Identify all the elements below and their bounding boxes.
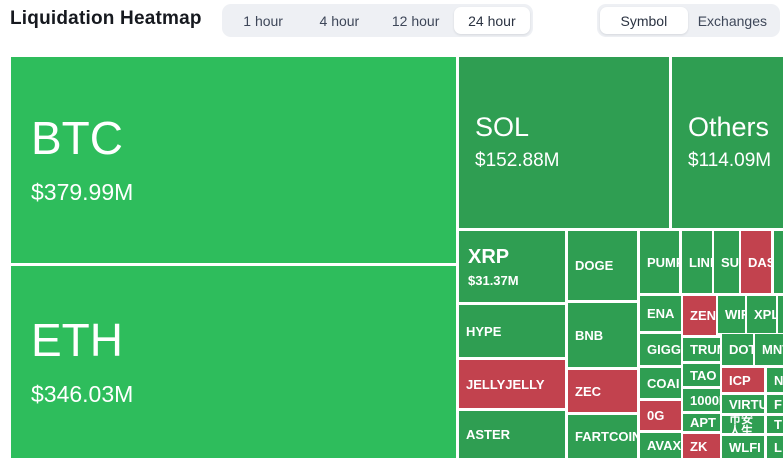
treemap-cell-icp[interactable]: ICP (722, 368, 764, 392)
cell-symbol: ASTER (466, 427, 510, 442)
cell-symbol: N (774, 373, 783, 388)
treemap-cell-virtual[interactable]: VIRTUAL (722, 395, 764, 413)
treemap-cell-others[interactable]: Others $114.09M (672, 57, 783, 228)
cell-symbol: F (774, 397, 782, 412)
cell-value: $152.88M (475, 150, 560, 172)
treemap-cell-link[interactable]: LINK (682, 231, 712, 293)
cell-symbol: ETH (31, 316, 123, 364)
cell-symbol: XPL (754, 307, 776, 322)
treemap-cell-edge-row2[interactable] (778, 296, 783, 333)
cell-symbol: AVAX (647, 438, 681, 453)
treemap-cell-mnt[interactable]: MNT (755, 334, 783, 365)
cell-symbol: ZK (690, 439, 707, 454)
cell-symbol: L (774, 440, 782, 455)
cell-symbol: GIGGLE (647, 342, 681, 357)
cell-symbol: BTC (31, 114, 123, 162)
treemap-cell-hype[interactable]: HYPE (459, 305, 565, 357)
treemap-cell-trump[interactable]: TRUMP (683, 338, 720, 361)
treemap-cell-doge[interactable]: DOGE (568, 231, 637, 300)
treemap-cell-edge-n[interactable]: N (767, 368, 783, 392)
treemap-cell-jellyjelly[interactable]: JELLYJELLY (459, 360, 565, 408)
treemap-cell-xpl[interactable]: XPL (747, 296, 776, 333)
cell-symbol: WIF (725, 307, 745, 322)
treemap-cell-edge-t[interactable]: T (767, 416, 783, 433)
cell-symbol: LINK (689, 255, 712, 270)
cell-symbol: DOT (729, 342, 753, 357)
treemap-cell-wlfi[interactable]: WLFI (722, 436, 764, 458)
treemap-cell-pump[interactable]: PUMP (640, 231, 679, 293)
treemap-cell-sui[interactable]: SUI (714, 231, 739, 293)
liquidation-heatmap-page: Liquidation Heatmap 1 hour 4 hour 12 hou… (0, 0, 783, 458)
treemap-cell-xrp[interactable]: XRP $31.37M (459, 231, 565, 302)
cell-symbol: PUMP (647, 255, 679, 270)
treemap-cell-ena[interactable]: ENA (640, 296, 681, 331)
treemap-cell-avax[interactable]: AVAX (640, 433, 681, 458)
cell-symbol: ZEN (690, 308, 716, 323)
cell-symbol: 0G (647, 408, 664, 423)
treemap-cell-edge-l[interactable]: L (767, 436, 783, 458)
treemap-cell-zec[interactable]: ZEC (568, 370, 637, 412)
cell-symbol: SOL (475, 113, 529, 143)
cell-symbol: TRUMP (690, 342, 720, 357)
cell-symbol: VIRTUAL (729, 397, 764, 412)
treemap-cell-edge-top[interactable] (774, 231, 783, 293)
treemap-cell-btc[interactable]: BTC $379.99M (11, 57, 456, 263)
treemap-cell-0g[interactable]: 0G (640, 401, 681, 430)
cell-symbol: Others (688, 113, 769, 143)
cell-value: $379.99M (31, 179, 133, 206)
cell-symbol: DASH (748, 255, 771, 270)
treemap-cell-sol[interactable]: SOL $152.88M (459, 57, 669, 228)
treemap-cell-aster[interactable]: ASTER (459, 411, 565, 458)
treemap-cell-edge-f[interactable]: F (767, 395, 783, 413)
treemap-cell-dot[interactable]: DOT (722, 334, 753, 365)
treemap-cell-eth[interactable]: ETH $346.03M (11, 266, 456, 458)
cell-value: $114.09M (688, 150, 771, 172)
treemap-cell-apt[interactable]: APT (683, 414, 720, 431)
treemap-cell-wif[interactable]: WIF (718, 296, 745, 333)
cell-symbol: ICP (729, 373, 751, 388)
treemap-cell-giggle[interactable]: GIGGLE (640, 334, 681, 365)
cell-symbol: BNB (575, 328, 603, 343)
treemap: BTC $379.99M ETH $346.03M SOL $152.88M Others $… (0, 0, 783, 458)
cell-symbol: MNT (762, 342, 783, 357)
cell-symbol: TAO (690, 368, 716, 383)
cell-symbol: XRP (468, 246, 509, 269)
cell-symbol: SUI (721, 255, 739, 270)
cell-symbol: APT (690, 415, 716, 430)
treemap-cell-fartcoin[interactable]: FARTCOIN (568, 415, 637, 458)
treemap-cell-zk[interactable]: ZK (683, 434, 720, 458)
treemap-cell-coai[interactable]: COAI (640, 368, 681, 398)
cell-symbol: HYPE (466, 324, 501, 339)
cell-symbol: WLFI (729, 440, 761, 455)
cell-symbol: 币安人生 (729, 416, 755, 433)
cell-symbol: ENA (647, 306, 674, 321)
cell-symbol: JELLYJELLY (466, 377, 545, 392)
cell-symbol: 1000PEPE (690, 393, 720, 408)
cell-value: $31.37M (468, 273, 519, 288)
treemap-cell-zen[interactable]: ZEN (683, 296, 716, 335)
cell-symbol: FARTCOIN (575, 429, 637, 444)
treemap-cell-bnb[interactable]: BNB (568, 303, 637, 367)
cell-symbol: T (774, 417, 782, 432)
cell-value: $346.03M (31, 381, 133, 408)
treemap-cell-bianrensheng[interactable]: 币安人生 (722, 416, 764, 433)
cell-symbol: DOGE (575, 258, 613, 273)
treemap-cell-1000pepe[interactable]: 1000PEPE (683, 389, 720, 411)
cell-symbol: COAI (647, 376, 680, 391)
treemap-cell-dash[interactable]: DASH (741, 231, 771, 293)
cell-symbol: ZEC (575, 384, 601, 399)
treemap-cell-tao[interactable]: TAO (683, 364, 720, 386)
